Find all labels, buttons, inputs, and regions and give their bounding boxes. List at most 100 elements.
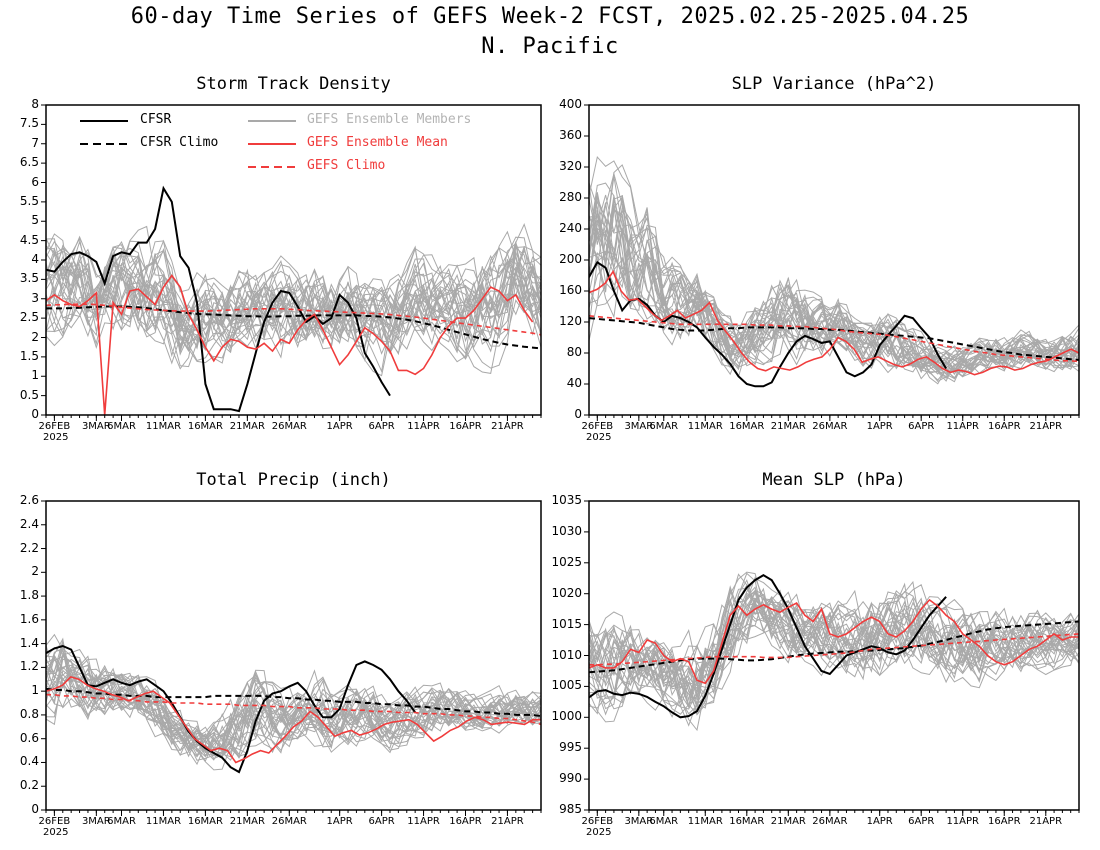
- y-tick-label: 3.5: [19, 271, 39, 286]
- y-tick-label: 360: [559, 128, 582, 142]
- y-tick-label: 6.5: [19, 155, 39, 170]
- y-tick-label: 1010: [551, 647, 582, 662]
- x-tick-label: 3MAR: [624, 421, 654, 432]
- x-tick-label: 11APR: [946, 421, 979, 432]
- y-tick-label: 1.8: [19, 588, 39, 603]
- plot-area: [589, 571, 1079, 732]
- y-tick-label: 7: [31, 135, 39, 150]
- panel-title-mean-slp: Mean SLP (hPa): [762, 470, 906, 490]
- y-tick-label: 160: [559, 283, 582, 297]
- x-year-label: 2025: [43, 827, 69, 838]
- series-gefs-climo: [589, 633, 1079, 666]
- x-tick-label: 6MAR: [649, 816, 679, 827]
- ensemble-member-line: [46, 655, 541, 754]
- y-tick-label: 0: [31, 802, 39, 816]
- ensemble-member-line: [46, 655, 541, 756]
- y-tick-label: 1.2: [19, 659, 39, 674]
- x-tick-label: 26FEB: [581, 421, 614, 432]
- plot-area: [46, 633, 541, 774]
- y-tick-label: 5.5: [19, 193, 39, 208]
- x-tick-label: 3MAR: [81, 421, 111, 432]
- series-gefs-climo: [46, 303, 541, 336]
- x-tick-label: 26FEB: [581, 816, 614, 827]
- panel-title-slp-variance: SLP Variance (hPa^2): [731, 74, 937, 94]
- y-tick-label: 3: [31, 290, 39, 305]
- ensemble-member-line: [589, 164, 1079, 380]
- y-tick-label: 1020: [551, 585, 582, 600]
- x-tick-label: 6MAR: [649, 421, 679, 432]
- x-tick-label: 26MAR: [812, 816, 848, 827]
- y-tick-label: 1: [31, 683, 39, 698]
- x-tick-label: 26MAR: [812, 421, 848, 432]
- figure-title: 60-day Time Series of GEFS Week-2 FCST, …: [130, 4, 970, 29]
- y-tick-label: 0: [574, 407, 582, 421]
- ensemble-member-line: [589, 194, 1079, 378]
- legend-label-cfsr-climo: CFSR Climo: [140, 135, 219, 150]
- x-tick-label: 21MAR: [229, 421, 265, 432]
- y-tick-label: 280: [559, 190, 582, 204]
- series-cfsr: [46, 644, 417, 774]
- legend-label-gefs-climo: GEFS Climo: [307, 158, 386, 173]
- ensemble-member-line: [589, 597, 1079, 732]
- x-tick-label: 3MAR: [624, 816, 654, 827]
- y-tick-label: 1005: [551, 678, 582, 693]
- y-tick-label: 1.5: [19, 348, 39, 363]
- series-cfsr-climo: [589, 317, 1079, 361]
- x-tick-label: 11MAR: [687, 816, 723, 827]
- y-tick-label: 2: [31, 329, 39, 344]
- ensemble-member-line: [46, 247, 541, 350]
- ensemble-member-line: [589, 579, 1079, 694]
- x-tick-label: 21APR: [1029, 421, 1063, 432]
- series-gefs-ensemble-mean: [589, 269, 1079, 376]
- ensemble-member-line: [46, 657, 541, 759]
- y-tick-label: 995: [559, 740, 582, 755]
- x-tick-label: 26FEB: [38, 816, 71, 827]
- y-tick-label: 1025: [551, 554, 582, 569]
- plot-frame: [45, 500, 542, 811]
- y-tick-label: 1030: [551, 523, 582, 538]
- x-tick-label: 26MAR: [271, 421, 307, 432]
- x-year-label: 2025: [586, 827, 612, 838]
- x-year-label: 2025: [43, 432, 69, 443]
- panel-3: [584, 500, 1080, 816]
- ensemble-member-line: [46, 246, 541, 358]
- series-cfsr-climo: [589, 620, 1079, 674]
- ensemble-member-line: [46, 648, 541, 752]
- x-tick-label: 1APR: [866, 816, 893, 827]
- ensemble-member-line: [46, 248, 541, 359]
- x-tick-label: 11MAR: [145, 816, 182, 827]
- y-tick-label: 80: [566, 345, 582, 359]
- x-tick-label: 21APR: [491, 421, 524, 432]
- y-tick-label: 5: [31, 213, 39, 228]
- x-tick-label: 16MAR: [729, 816, 765, 827]
- series-cfsr: [589, 574, 947, 719]
- y-tick-label: 0.6: [19, 730, 39, 745]
- y-tick-label: 1.6: [19, 611, 39, 626]
- panel-title-total-precip: Total Precip (inch): [196, 470, 391, 490]
- ensemble-member-line: [589, 589, 1079, 715]
- x-tick-label: 21MAR: [770, 816, 806, 827]
- y-tick-label: 0.8: [19, 706, 39, 721]
- legend-label-members: GEFS Ensemble Members: [307, 112, 472, 127]
- series-gefs-ensemble-mean: [46, 274, 534, 415]
- x-tick-label: 16APR: [987, 816, 1021, 827]
- ensemble-member-line: [589, 590, 1079, 708]
- ensemble-member-line: [46, 247, 541, 350]
- x-tick-label: 21MAR: [229, 816, 265, 827]
- ensemble-member-line: [589, 577, 1079, 709]
- y-tick-label: 6: [31, 174, 39, 189]
- y-tick-label: 7.5: [19, 116, 39, 131]
- ensemble-member-line: [46, 241, 541, 352]
- panel-1: [584, 104, 1080, 421]
- x-tick-label: 21MAR: [770, 421, 806, 432]
- series-gefs-climo: [589, 315, 1079, 363]
- ensemble-member-line: [46, 666, 541, 766]
- y-tick-label: 1: [31, 368, 39, 383]
- x-tick-label: 6APR: [368, 816, 395, 827]
- series-cfsr-climo: [46, 687, 541, 718]
- x-tick-label: 16MAR: [729, 421, 765, 432]
- y-tick-label: 1035: [551, 493, 582, 507]
- panel-title-storm-track: Storm Track Density: [196, 74, 391, 94]
